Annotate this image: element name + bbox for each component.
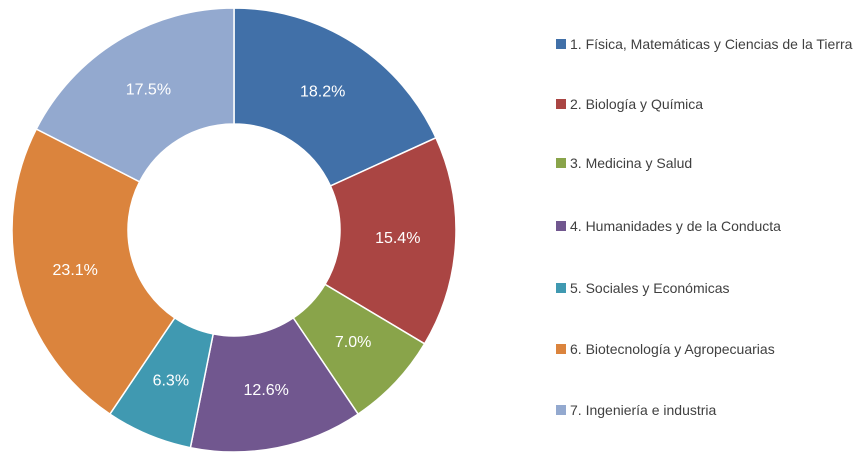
data-label: 7.0% <box>335 334 371 351</box>
legend-label: 4. Humanidades y de la Conducta <box>570 218 781 234</box>
legend-swatch <box>556 405 566 415</box>
legend-entry: 1. Física, Matemáticas y Ciencias de la … <box>556 36 856 53</box>
donut-slice <box>189 316 360 453</box>
legend-label: 5. Sociales y Económicas <box>570 280 730 296</box>
donut-slice <box>11 127 176 416</box>
data-label: 17.5% <box>126 81 171 98</box>
data-label: 12.6% <box>244 382 289 399</box>
data-label: 23.1% <box>53 262 98 279</box>
legend-entry: 2. Biología y Química <box>556 96 856 113</box>
legend-label: 7. Ingeniería e industria <box>570 402 717 418</box>
legend-entry: 7. Ingeniería e industria <box>556 402 856 419</box>
data-label: 15.4% <box>375 230 420 247</box>
legend-swatch <box>556 158 566 168</box>
legend-label: 2. Biología y Química <box>570 96 704 112</box>
legend-entry: 5. Sociales y Económicas <box>556 280 856 297</box>
legend-entry: 4. Humanidades y de la Conducta <box>556 218 856 235</box>
legend-swatch <box>556 283 566 293</box>
legend-label: 3. Medicina y Salud <box>570 155 693 171</box>
legend-entry: 3. Medicina y Salud <box>556 155 856 172</box>
legend-swatch <box>556 39 566 49</box>
donut-slice <box>323 136 457 345</box>
donut-slice <box>35 7 235 183</box>
legend-label: 1. Física, Matemáticas y Ciencias de la … <box>570 36 853 52</box>
legend-label: 6. Biotecnología y Agropecuarias <box>570 341 775 357</box>
legend-swatch <box>556 221 566 231</box>
legend-entry: 6. Biotecnología y Agropecuarias <box>556 341 856 358</box>
data-label: 6.3% <box>153 373 189 390</box>
chart: 18.2% 15.4% 7.0% 12.6% 6.3% 23.1% 17.5% <box>11 7 457 453</box>
data-label: 18.2% <box>300 83 345 100</box>
legend-swatch <box>556 344 566 354</box>
legend-swatch <box>556 99 566 109</box>
donut-slice <box>233 7 437 187</box>
